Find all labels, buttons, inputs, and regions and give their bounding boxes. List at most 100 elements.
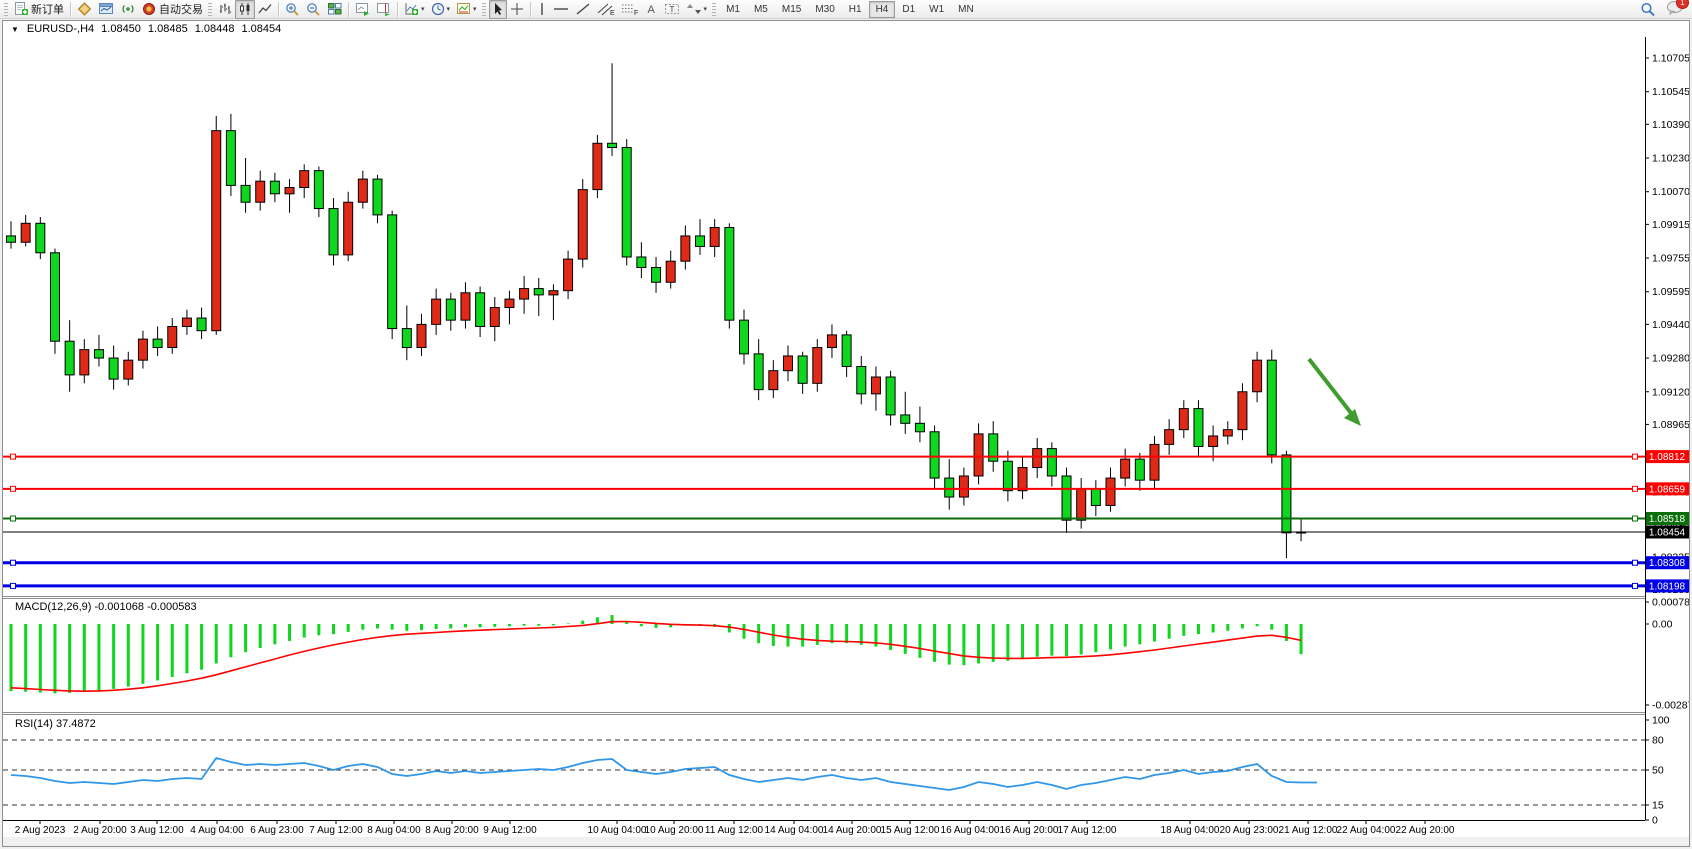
auto-scroll-button[interactable] [352, 0, 373, 19]
line-handle [10, 453, 16, 460]
new-order-button[interactable]: 新订单 [11, 0, 67, 19]
macd-caption: MACD(12,26,9) -0.001068 -0.000583 [15, 601, 197, 613]
line-chart-button[interactable] [255, 0, 275, 19]
zoom-in-button[interactable] [282, 0, 303, 19]
zoom-out-icon [307, 3, 320, 16]
rsi-axis-tick: 100 [1652, 715, 1670, 727]
auto-trading-button[interactable]: 自动交易 [139, 0, 206, 19]
candlestick-chart-button[interactable] [235, 0, 255, 19]
svg-text:E: E [610, 10, 615, 16]
svg-text:1.08659: 1.08659 [1649, 484, 1686, 495]
chart-window-button[interactable] [95, 0, 117, 19]
timeframe-M30[interactable]: M30 [815, 3, 835, 15]
chart-shift-button[interactable] [373, 0, 394, 19]
notification-badge: 1 [1676, 0, 1689, 9]
chart-title-bar: ▼ EURUSD-,H4 1.08450 1.08485 1.08448 1.0… [3, 21, 1689, 38]
line-handle [10, 582, 16, 589]
time-axis-label: 14 Aug 04:00 [765, 825, 824, 836]
bar-chart-button[interactable] [215, 0, 235, 19]
periods-button[interactable]: ▾ [428, 0, 454, 19]
timeframe-D1[interactable]: D1 [902, 3, 916, 15]
zoom-out-button[interactable] [303, 0, 324, 19]
auto-trading-icon [143, 3, 155, 15]
rsi-axis-tick: 50 [1652, 765, 1664, 777]
chart-shift-icon [377, 3, 390, 16]
price-axis-tick: 1.09280 [1652, 353, 1689, 365]
toolbar-grip[interactable] [208, 2, 212, 16]
price-chart[interactable]: 1.10705 1.10545 1.10390 1.10230 1.10070 1.099… [3, 37, 1689, 846]
timeframe-H4[interactable]: H4 [868, 0, 896, 18]
line-handle [1632, 559, 1638, 566]
dropdown-arrow-icon: ▾ [446, 6, 451, 13]
text-button[interactable]: A [642, 0, 661, 19]
timeframe-H1[interactable]: H1 [848, 3, 862, 15]
horizontal-line-icon [553, 8, 568, 10]
time-axis-label: 6 Aug 23:00 [250, 825, 304, 836]
vertical-line-icon [540, 3, 543, 15]
trendline-button[interactable] [572, 0, 594, 19]
signal-button[interactable] [117, 0, 139, 19]
timeframe-MN[interactable]: MN [958, 3, 974, 15]
time-axis-label: 8 Aug 04:00 [367, 825, 421, 836]
channel-icon: E [597, 3, 615, 16]
search-icon[interactable] [1640, 2, 1656, 17]
horizontal-line-button[interactable] [550, 0, 572, 19]
bottom-strip [3, 837, 1689, 846]
channel-button[interactable]: E [594, 0, 618, 19]
price-level-label [1646, 512, 1689, 526]
shapes-button[interactable]: ▾ [683, 0, 711, 19]
chart-symbol-period: EURUSD-,H4 [26, 23, 95, 35]
tile-windows-button[interactable] [324, 0, 345, 19]
line-handle [1632, 485, 1638, 492]
timeframe-M1[interactable]: M1 [726, 3, 740, 15]
time-axis-label: 3 Aug 12:00 [130, 825, 184, 836]
svg-text:A: A [647, 4, 655, 16]
cursor-button[interactable] [488, 0, 507, 19]
timeframe-M5[interactable]: M5 [753, 3, 768, 15]
line-handle [1632, 453, 1638, 460]
price-axis-tick: 1.10070 [1652, 186, 1689, 198]
macd-signal-line [10, 620, 1302, 693]
time-axis-label: 2 Aug 20:00 [73, 825, 127, 836]
toolbar-grip[interactable] [481, 2, 486, 16]
vertical-line-button[interactable] [534, 0, 550, 19]
price-axis-tick: 1.09915 [1652, 219, 1689, 231]
timeframe-W1[interactable]: W1 [929, 3, 945, 15]
dropdown-arrow-icon: ▾ [473, 6, 477, 13]
chart-close-value: 1.08454 [241, 23, 282, 35]
new-order-icon [15, 2, 28, 15]
svg-text:T: T [669, 5, 674, 14]
text-icon: A [647, 4, 655, 16]
time-axis-label: 18 Aug 04:00 [1161, 825, 1220, 836]
market-watch-button[interactable] [74, 0, 95, 19]
shapes-icon [686, 4, 701, 14]
time-axis-label: 22 Aug 20:00 [1396, 825, 1455, 836]
price-level-label [1646, 450, 1689, 464]
fibonacci-button[interactable]: F [618, 0, 642, 19]
chart-high-value: 1.08485 [147, 23, 188, 35]
svg-text:1.08518: 1.08518 [1649, 514, 1686, 525]
time-axis-label: 8 Aug 20:00 [425, 825, 479, 836]
time-axis-label: 17 Aug 12:00 [1058, 825, 1117, 836]
line-chart-icon [258, 4, 272, 14]
indicators-button[interactable]: ▾ [401, 0, 428, 19]
toolbar-grip[interactable] [712, 2, 717, 16]
time-axis-label: 16 Aug 20:00 [1000, 825, 1059, 836]
toolbar-grip[interactable] [4, 2, 8, 16]
crosshair-button[interactable] [507, 0, 527, 19]
price-axis-tick: 1.10705 [1652, 53, 1689, 65]
toolbar-right-cluster: 1 [1640, 0, 1689, 18]
price-level-label [1646, 482, 1689, 496]
rsi-axis-tick: 0 [1652, 815, 1658, 827]
chart-menu-icon[interactable]: ▼ [11, 24, 19, 34]
templates-button[interactable]: ▾ [453, 0, 480, 19]
svg-text:1.08454: 1.08454 [1649, 527, 1686, 538]
time-axis-label: 20 Aug 23:00 [1220, 825, 1279, 836]
zoom-in-icon [286, 3, 299, 16]
timeframe-M15[interactable]: M15 [781, 3, 802, 15]
notifications-button[interactable]: 1 [1666, 0, 1689, 18]
time-axis-label: 14 Aug 20:00 [823, 825, 882, 836]
text-label-button[interactable]: T [661, 0, 683, 19]
time-axis-label: 11 Aug 12:00 [705, 825, 764, 836]
price-axis-tick: 1.10545 [1652, 86, 1689, 98]
